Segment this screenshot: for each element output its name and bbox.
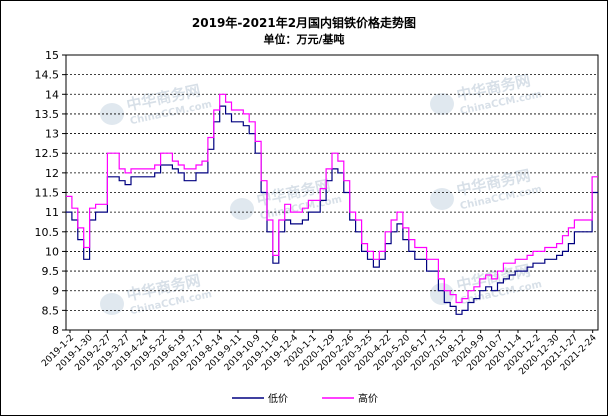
legend-label: 高价 [358,392,378,405]
y-tick-label: 11.5 [35,187,60,200]
y-tick-label: 13.5 [35,108,60,121]
y-tick-label: 14.5 [35,69,60,82]
y-tick-label: 10 [45,245,59,258]
y-tick-label: 8.5 [42,304,60,317]
y-tick-label: 9 [52,285,59,298]
chart-subtitle: 单位：万元/基吨 [263,33,345,46]
chart-title: 2019年-2021年2月国内钼铁价格走势图 [191,16,417,30]
y-tick-label: 15 [45,49,59,62]
y-axis: 15 14.5 14 13.5 13 12.5 12 11.5 11 10.5 10 9.5 9 8.5 8 [35,49,66,337]
watermark-globe-icon [430,283,454,305]
y-tick-label: 13 [45,128,59,141]
y-tick-label: 14 [45,88,59,101]
y-tick-label: 12 [45,167,59,180]
watermark-globe-icon [230,198,254,220]
y-tick-label: 10.5 [35,226,60,239]
watermark-globe-icon [430,188,454,210]
x-axis: 2019-1-22019-1-302019-2-272019-3-272019-… [40,330,599,377]
y-tick-label: 9.5 [42,265,60,278]
series-line [66,93,598,304]
grid-lines [66,54,598,331]
legend: 低价 高价 [232,392,378,405]
watermark-globe-icon [430,93,454,115]
series-line [66,105,598,315]
y-tick-label: 12.5 [35,147,60,160]
y-tick-label: 8 [52,324,59,337]
legend-label: 低价 [268,392,288,405]
watermark-globe-icon [100,293,124,315]
series-lines [66,93,598,315]
y-tick-label: 11 [45,206,59,219]
